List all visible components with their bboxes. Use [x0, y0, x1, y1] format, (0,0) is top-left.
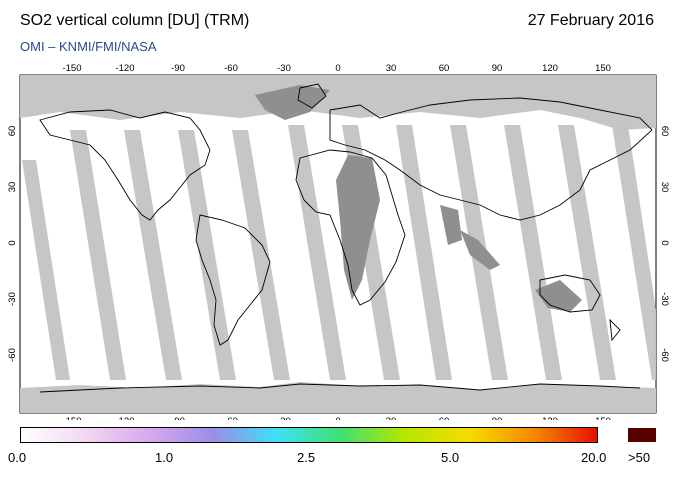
lon-label: -90 [171, 63, 185, 74]
lon-label: -150 [62, 63, 81, 74]
coastlines [39, 83, 653, 393]
lon-label: -60 [224, 416, 238, 420]
lat-label: -30 [7, 292, 18, 306]
colorbar-overflow-swatch [628, 428, 656, 442]
lat-label: 30 [659, 182, 670, 193]
lat-label: 60 [7, 126, 18, 137]
lat-label: 0 [7, 240, 18, 245]
orbit-gaps [22, 125, 656, 380]
lon-label: 150 [595, 416, 611, 420]
lon-label: 150 [595, 63, 611, 74]
antarctic-no-data [20, 382, 656, 413]
lat-label: -60 [7, 348, 18, 362]
arctic-no-data [20, 75, 656, 130]
colorbar-label: 20.0 [581, 450, 607, 465]
lon-label: -90 [171, 416, 185, 420]
data-credit: OMI – KNMI/FMI/NASA [20, 39, 157, 54]
map-title: SO2 vertical column [DU] (TRM) [20, 12, 250, 29]
world-map: -150 -120 -90 -60 -30 0 30 60 90 120 150… [7, 63, 670, 420]
lon-label: 60 [439, 63, 450, 74]
lat-labels-left: 60 30 0 -30 -60 [7, 126, 18, 362]
lat-label: 30 [7, 182, 18, 193]
lon-label: -30 [277, 416, 291, 420]
lon-label: -30 [277, 63, 291, 74]
lon-labels-bottom: -150 -120 -90 -60 -30 0 30 60 90 120 150 [62, 416, 610, 420]
lon-label: 0 [335, 416, 340, 420]
lon-label: -120 [115, 416, 134, 420]
map-date: 27 February 2016 [527, 12, 654, 29]
lon-label: 120 [542, 416, 558, 420]
lon-label: -150 [62, 416, 81, 420]
lat-label: -30 [659, 292, 670, 306]
colorbar-label: 0.0 [8, 450, 27, 465]
colorbar [20, 427, 598, 443]
lat-label: -60 [659, 348, 670, 362]
lon-label: 30 [386, 63, 397, 74]
colorbar-label: 1.0 [155, 450, 174, 465]
land-no-data [255, 85, 582, 312]
colorbar-label: 5.0 [441, 450, 460, 465]
lon-label: 90 [492, 416, 503, 420]
colorbar-label: 2.5 [297, 450, 316, 465]
lon-label: 0 [335, 63, 340, 74]
lat-label: 60 [659, 126, 670, 137]
lon-labels-top: -150 -120 -90 -60 -30 0 30 60 90 120 150 [62, 63, 610, 74]
colorbar-label: >50 [628, 450, 651, 465]
lat-labels-right: 60 30 0 -30 -60 [659, 126, 670, 362]
lat-label: 0 [659, 240, 670, 245]
lon-label: -120 [115, 63, 134, 74]
lon-label: 30 [386, 416, 397, 420]
lon-label: 60 [439, 416, 450, 420]
lon-label: -60 [224, 63, 238, 74]
lon-label: 90 [492, 63, 503, 74]
lon-label: 120 [542, 63, 558, 74]
